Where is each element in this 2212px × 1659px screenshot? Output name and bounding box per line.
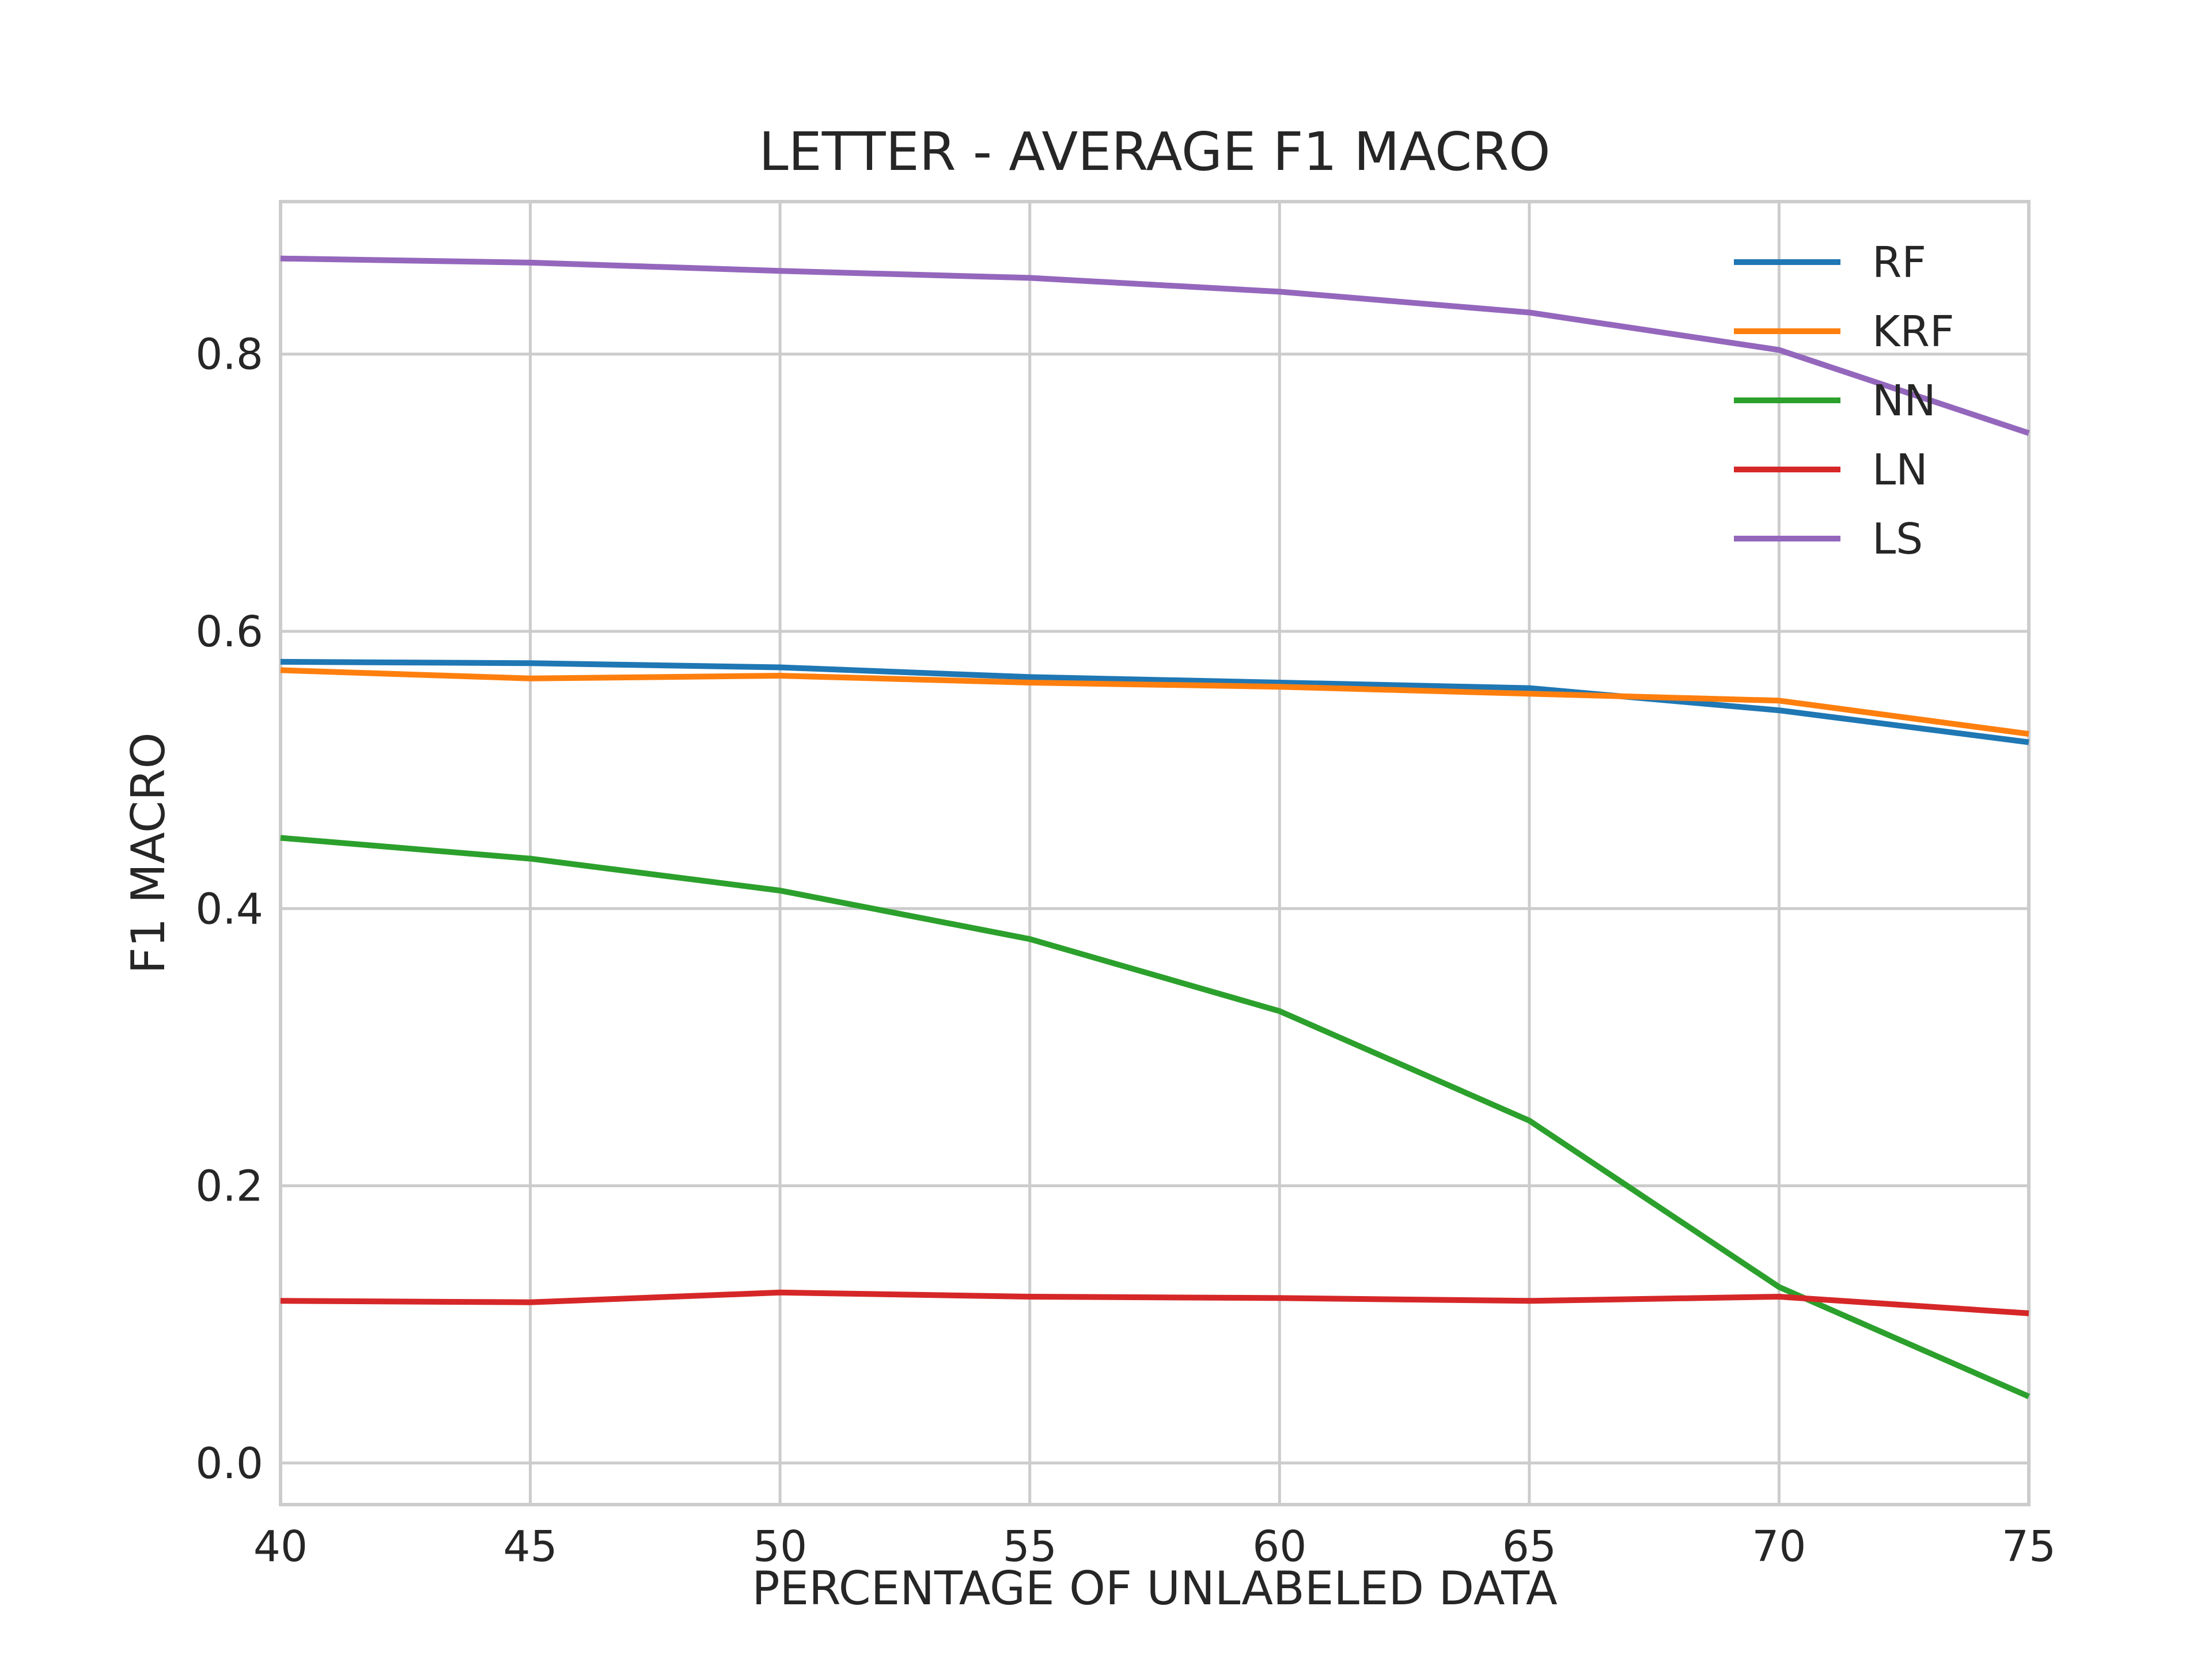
x-tick-label: 70	[1752, 1522, 1806, 1571]
x-tick-label: 40	[253, 1522, 308, 1571]
series-lines	[280, 255, 2031, 1399]
x-axis-label: PERCENTAGE OF UNLABELED DATA	[752, 1562, 1557, 1615]
chart-title: LETTER - AVERAGE F1 MACRO	[759, 121, 1550, 183]
x-tick-label: 45	[503, 1522, 557, 1571]
y-tick-labels: 0.0 0.2 0.4 0.6 0.8	[195, 330, 263, 1488]
legend-label-ln: LN	[1872, 445, 1928, 495]
legend-label-rf: RF	[1872, 238, 1926, 287]
grid	[279, 202, 2031, 1505]
y-tick-label: 0.0	[195, 1439, 263, 1488]
x-tick-label: 75	[2002, 1522, 2056, 1571]
series-line-krf	[280, 667, 2029, 737]
legend-label-nn: NN	[1872, 376, 1936, 426]
x-tick-label: 50	[753, 1522, 807, 1571]
x-tick-label: 60	[1252, 1522, 1306, 1571]
x-tick-labels: 40 45 50 55 60 65 70 75	[253, 1522, 2056, 1571]
y-tick-label: 0.4	[195, 884, 263, 934]
series-line-ls	[280, 255, 2030, 436]
series-line-rf	[280, 658, 2029, 745]
y-tick-label: 0.6	[195, 607, 263, 657]
series-line-nn	[280, 835, 2031, 1399]
x-tick-label: 55	[1003, 1522, 1057, 1571]
series-line-ln	[280, 1289, 2029, 1316]
legend-label-krf: KRF	[1872, 307, 1955, 357]
y-axis-label: F1 MACRO	[122, 732, 175, 974]
legend-label-ls: LS	[1872, 514, 1923, 564]
x-tick-label: 65	[1502, 1522, 1556, 1571]
legend: RF KRF NN LN LS	[1734, 238, 1955, 564]
y-tick-label: 0.8	[195, 330, 263, 380]
axes-frame	[279, 200, 2031, 1506]
y-tick-label: 0.2	[195, 1162, 263, 1211]
